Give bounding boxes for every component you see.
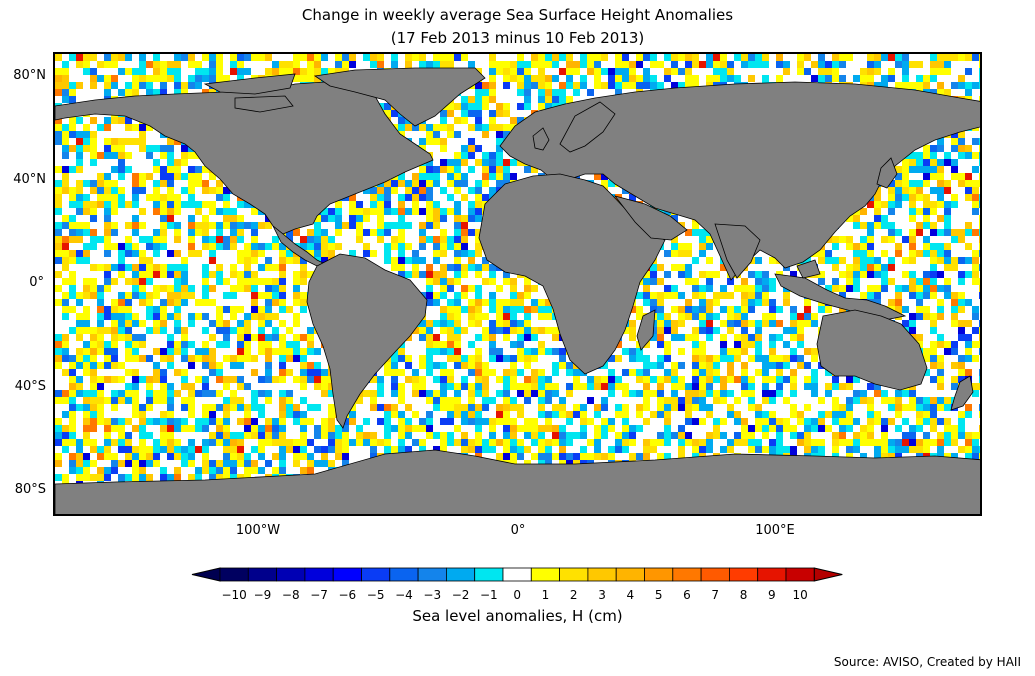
colorbar-tick-label: 8 [740,588,748,602]
colorbar-tick-label: −8 [282,588,300,602]
colorbar-swatch [332,567,362,582]
colorbar-tick-label: 4 [627,588,635,602]
colorbar-tick-label: 5 [655,588,663,602]
colorbar-over-arrow [813,567,843,582]
colorbar-tick-label: −7 [310,588,328,602]
colorbar: −10 −9 −8 −7 −6 −5 −4 −3 −2 −1 0 1 2 3 4 5 6 7 8 9 10 [191,567,843,602]
land-japan [876,157,898,189]
colorbar-label: Sea level anomalies, H (cm) [412,607,623,625]
land-arabia [613,195,688,241]
sea-level-anomaly-map [55,54,980,514]
colorbar-swatch [615,567,645,582]
land-arctic-islands [203,73,296,113]
colorbar-tick-label: −2 [452,588,470,602]
colorbar-swatch [559,567,589,582]
land-british-isles [532,127,550,151]
lat-label-80n: 80°N [13,68,46,83]
colorbar-tick-label: 0 [513,588,521,602]
colorbar-tick-label: −6 [338,588,356,602]
land-australia [816,309,928,391]
colorbar-swatch [587,567,617,582]
colorbar-swatch [361,567,391,582]
colorbar-tick-label: 1 [542,588,550,602]
colorbar-swatch [757,567,787,582]
colorbar-tick-label: 6 [683,588,691,602]
land-madagascar [636,309,656,351]
colorbar-tick-label: −10 [221,588,246,602]
colorbar-swatch [247,567,277,582]
lat-label-80s: 80°S [14,482,46,497]
colorbar-tick-label: −9 [254,588,272,602]
colorbar-swatch [445,567,476,582]
land-north-america [55,81,434,235]
colorbar-swatch [672,567,702,582]
landmasses [55,67,980,514]
lon-label-100w: 100°W [235,523,281,538]
map-subtitle: (17 Feb 2013 minus 10 Feb 2013) [390,29,645,47]
land-greenland [313,67,486,127]
land-maritime-asia [774,259,907,321]
colorbar-tick-label: 3 [598,588,606,602]
colorbar-swatch [502,567,532,582]
colorbar-tick-label: 9 [768,588,776,602]
colorbar-swatch [530,567,560,582]
colorbar-swatch [219,567,249,582]
colorbar-swatch [276,567,306,582]
land-scandinavia [559,101,616,153]
colorbar-swatch [304,567,334,582]
colorbar-tick-label: −5 [367,588,385,602]
colorbar-tick-label: 7 [711,588,719,602]
colorbar-tick-label: −1 [480,588,498,602]
colorbar-tick-label: 2 [570,588,578,602]
map-title: Change in weekly average Sea Surface Hei… [301,6,734,24]
lon-label-100e: 100°E [755,523,795,538]
land-india [714,223,761,279]
land-eurasia [499,81,980,281]
land-south-america [306,253,428,429]
lon-label-0: 0° [510,523,526,538]
map-panel [53,52,982,516]
colorbar-tick-label: −4 [395,588,413,602]
colorbar-tick-label: 10 [793,588,808,602]
colorbar-swatch [417,567,447,582]
colorbar-swatch [389,567,419,582]
colorbar-swatch [785,567,815,582]
lat-label-40s: 40°S [14,379,46,394]
lat-label-40n: 40°N [13,172,46,187]
colorbar-swatch [700,567,730,582]
colorbar-tick-label: −3 [423,588,441,602]
colorbar-swatch [644,567,674,582]
land-new-zealand [950,375,974,411]
colorbar-swatch [474,567,504,582]
colorbar-swatch [729,567,759,582]
lat-label-equator: 0° [29,275,44,290]
land-antarctica [55,449,980,514]
land-africa [478,173,666,375]
colorbar-under-arrow [191,567,221,582]
source-credit: Source: AVISO, Created by HAII [833,655,1021,669]
